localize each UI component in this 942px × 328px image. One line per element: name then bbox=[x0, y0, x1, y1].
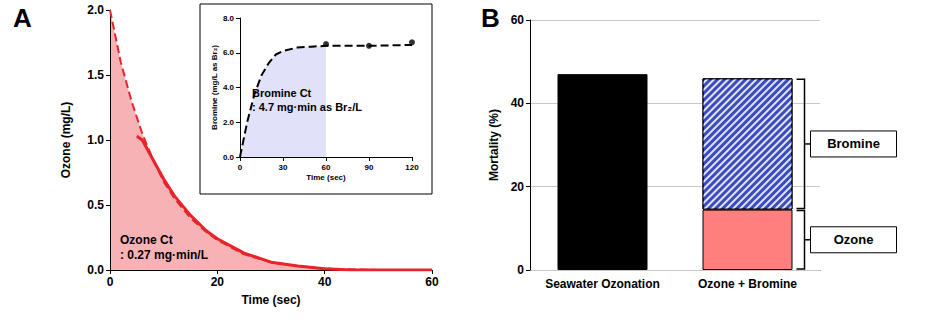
svg-text:90: 90 bbox=[365, 163, 374, 172]
svg-text:Ozone: Ozone bbox=[834, 232, 874, 247]
svg-text:1.0: 1.0 bbox=[87, 133, 104, 147]
svg-text:Ozone (mg/L): Ozone (mg/L) bbox=[59, 102, 73, 179]
svg-text:: 4.7 mg·min as Br₂/L: : 4.7 mg·min as Br₂/L bbox=[252, 101, 362, 113]
svg-text:0: 0 bbox=[517, 263, 524, 277]
svg-text:8.0: 8.0 bbox=[223, 14, 235, 23]
svg-text:1.5: 1.5 bbox=[87, 68, 104, 82]
svg-text:20: 20 bbox=[211, 275, 225, 289]
svg-text:40: 40 bbox=[511, 96, 525, 110]
svg-text:0.5: 0.5 bbox=[87, 198, 104, 212]
svg-text:0.0: 0.0 bbox=[223, 153, 235, 162]
svg-text:60: 60 bbox=[425, 275, 439, 289]
svg-text:Seawater Ozonation: Seawater Ozonation bbox=[545, 277, 660, 291]
svg-text:Mortality (%): Mortality (%) bbox=[487, 109, 501, 181]
svg-text:Ozone Ct: Ozone Ct bbox=[120, 233, 173, 247]
svg-text:Bromine: Bromine bbox=[827, 136, 880, 151]
svg-text:60: 60 bbox=[322, 163, 331, 172]
svg-text:40: 40 bbox=[318, 275, 332, 289]
svg-text:0: 0 bbox=[107, 275, 114, 289]
svg-text:30: 30 bbox=[279, 163, 288, 172]
svg-text:120: 120 bbox=[405, 163, 419, 172]
svg-text:A: A bbox=[13, 3, 32, 33]
svg-text:Bromine Ct: Bromine Ct bbox=[252, 87, 312, 99]
svg-text:2.0: 2.0 bbox=[223, 118, 235, 127]
svg-text:Time (sec): Time (sec) bbox=[306, 173, 346, 182]
svg-text:: 0.27 mg·min/L: : 0.27 mg·min/L bbox=[120, 248, 208, 262]
svg-text:2.0: 2.0 bbox=[87, 3, 104, 17]
svg-text:6.0: 6.0 bbox=[223, 48, 235, 57]
svg-text:B: B bbox=[481, 3, 500, 33]
svg-text:Time (sec): Time (sec) bbox=[241, 293, 300, 307]
svg-text:0: 0 bbox=[238, 163, 243, 172]
svg-text:60: 60 bbox=[511, 13, 525, 27]
svg-text:Bromine (mg/L as Br₂): Bromine (mg/L as Br₂) bbox=[210, 45, 219, 130]
svg-text:4.0: 4.0 bbox=[223, 83, 235, 92]
svg-text:20: 20 bbox=[511, 180, 525, 194]
svg-text:Ozone + Bromine: Ozone + Bromine bbox=[698, 277, 797, 291]
svg-text:0.0: 0.0 bbox=[87, 263, 104, 277]
